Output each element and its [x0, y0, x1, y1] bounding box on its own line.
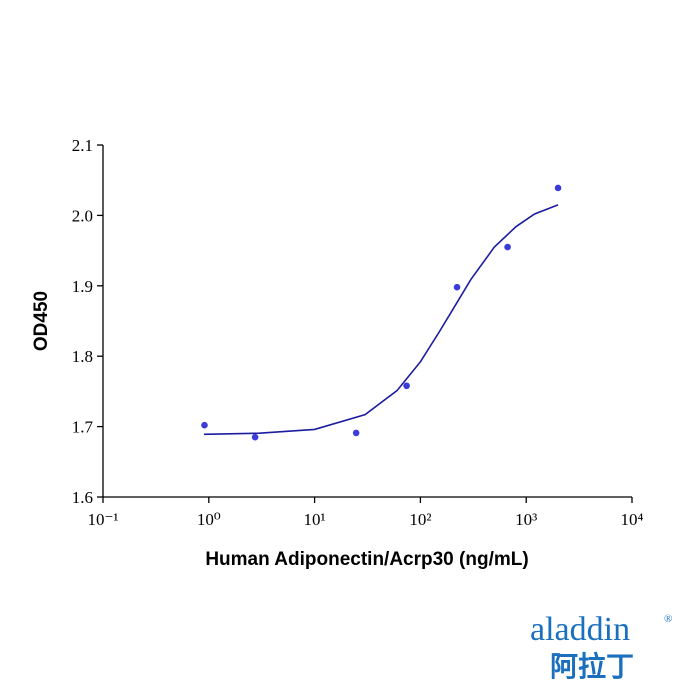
fit-curve: [203, 204, 559, 436]
logo-chinese: 阿拉丁: [550, 650, 634, 683]
y-tick-label: 1.6: [72, 488, 93, 507]
data-point: [352, 429, 360, 437]
logo-registered: ®: [664, 613, 672, 625]
data-point: [403, 382, 410, 390]
data-point: [453, 283, 461, 291]
x-tick-label: 10⁻¹: [87, 510, 118, 529]
x-axis-title: Human Adiponectin/Acrp30 (ng/mL): [205, 549, 528, 570]
y-tick-label: 2.0: [72, 206, 93, 225]
x-tick-label: 10⁰: [197, 510, 221, 529]
logo: aladdin ® 阿拉丁: [530, 611, 672, 683]
y-tick-label: 1.8: [72, 347, 93, 366]
y-tick-label: 1.9: [72, 277, 93, 296]
y-axis-title: OD450: [31, 291, 52, 351]
x-tick-label: 10³: [515, 510, 537, 529]
data-point: [201, 421, 208, 429]
data-point: [554, 184, 562, 192]
x-tick-label: 10⁴: [621, 510, 644, 529]
y-tick-label: 2.1: [72, 136, 93, 155]
x-tick-label: 10²: [409, 510, 431, 529]
y-tick-label: 1.7: [72, 418, 94, 437]
data-point: [251, 433, 259, 441]
logo-brand: aladdin: [530, 611, 630, 648]
x-tick-label: 10¹: [304, 510, 326, 529]
data-point: [504, 243, 511, 251]
